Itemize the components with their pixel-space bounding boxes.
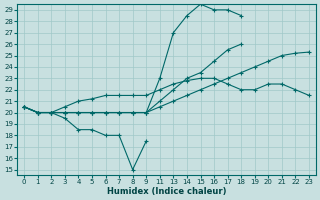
X-axis label: Humidex (Indice chaleur): Humidex (Indice chaleur)	[107, 187, 226, 196]
